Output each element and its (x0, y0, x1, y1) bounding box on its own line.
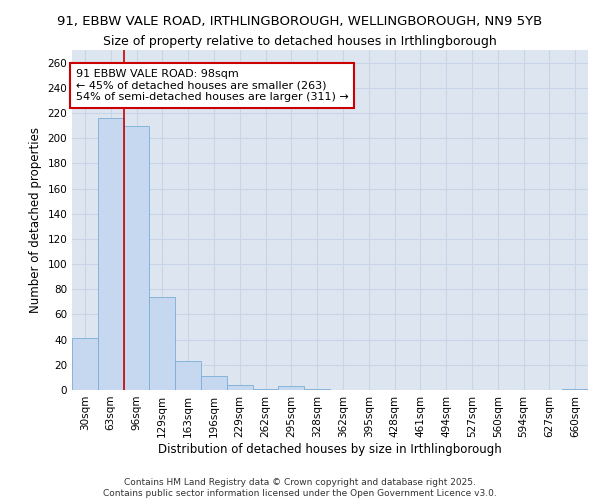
Text: Contains HM Land Registry data © Crown copyright and database right 2025.
Contai: Contains HM Land Registry data © Crown c… (103, 478, 497, 498)
Bar (175, 361, 201, 390)
Bar (98, 118, 124, 390)
X-axis label: Distribution of detached houses by size in Irthlingborough: Distribution of detached houses by size … (158, 442, 502, 456)
Text: 91 EBBW VALE ROAD: 98sqm
← 45% of detached houses are smaller (263)
54% of semi-: 91 EBBW VALE ROAD: 98sqm ← 45% of detach… (76, 69, 349, 102)
Bar (72, 338, 98, 390)
Bar (562, 388, 588, 390)
Text: Size of property relative to detached houses in Irthlingborough: Size of property relative to detached ho… (103, 35, 497, 48)
Bar (253, 388, 278, 390)
Y-axis label: Number of detached properties: Number of detached properties (29, 127, 42, 313)
Bar (304, 388, 330, 390)
Text: 91, EBBW VALE ROAD, IRTHLINGBOROUGH, WELLINGBOROUGH, NN9 5YB: 91, EBBW VALE ROAD, IRTHLINGBOROUGH, WEL… (58, 15, 542, 28)
Bar (278, 386, 304, 390)
Bar (201, 376, 227, 390)
Bar (124, 126, 149, 390)
Bar (149, 297, 175, 390)
Bar (227, 385, 253, 390)
